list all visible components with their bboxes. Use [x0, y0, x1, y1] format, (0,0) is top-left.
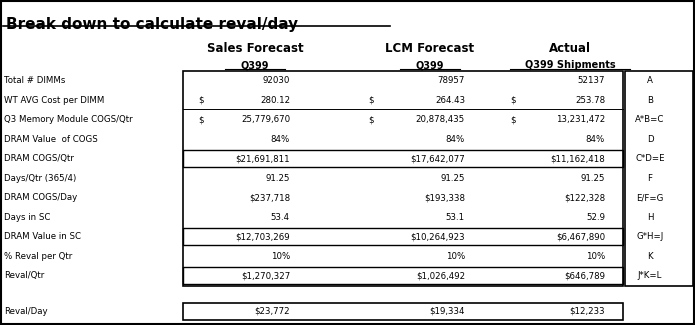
Text: $: $ — [198, 96, 204, 105]
Bar — [183, 150, 623, 167]
Text: 91.25: 91.25 — [580, 174, 605, 183]
Text: 84%: 84% — [586, 135, 605, 144]
Text: 13,231,472: 13,231,472 — [556, 115, 605, 124]
Text: 280.12: 280.12 — [260, 96, 290, 105]
Text: 253.78: 253.78 — [575, 96, 605, 105]
Text: 84%: 84% — [271, 135, 290, 144]
Text: E/F=G: E/F=G — [637, 193, 664, 202]
Text: Break down to calculate reval/day: Break down to calculate reval/day — [6, 17, 298, 32]
Text: Q399 Shipments: Q399 Shipments — [525, 60, 615, 70]
Text: $6,467,890: $6,467,890 — [556, 232, 605, 241]
Text: 84%: 84% — [445, 135, 465, 144]
Text: Sales Forecast: Sales Forecast — [206, 42, 303, 55]
Text: 53.1: 53.1 — [446, 213, 465, 222]
Text: $: $ — [510, 96, 516, 105]
Text: Q399: Q399 — [240, 60, 269, 70]
Text: 10%: 10% — [586, 252, 605, 261]
Text: D: D — [646, 135, 653, 144]
Bar — [183, 228, 623, 245]
Text: 264.43: 264.43 — [435, 96, 465, 105]
Text: $: $ — [510, 115, 516, 124]
Text: F: F — [648, 174, 653, 183]
Text: Reval/Day: Reval/Day — [4, 307, 48, 316]
Text: WT AVG Cost per DIMM: WT AVG Cost per DIMM — [4, 96, 104, 105]
Text: J*K=L: J*K=L — [638, 271, 662, 280]
Bar — [183, 303, 623, 319]
Text: Days/Qtr (365/4): Days/Qtr (365/4) — [4, 174, 76, 183]
Text: $193,338: $193,338 — [424, 193, 465, 202]
Bar — [183, 71, 623, 285]
Text: 91.25: 91.25 — [441, 174, 465, 183]
Text: $12,703,269: $12,703,269 — [236, 232, 290, 241]
Text: DRAM COGS/Day: DRAM COGS/Day — [4, 193, 77, 202]
Text: G*H=J: G*H=J — [637, 232, 664, 241]
Text: Actual: Actual — [549, 42, 591, 55]
Text: $: $ — [198, 115, 204, 124]
Text: $23,772: $23,772 — [254, 307, 290, 316]
Text: H: H — [647, 213, 653, 222]
Text: $11,162,418: $11,162,418 — [550, 154, 605, 163]
Text: $10,264,923: $10,264,923 — [410, 232, 465, 241]
Bar — [625, 71, 693, 285]
Text: $21,691,811: $21,691,811 — [236, 154, 290, 163]
Text: 10%: 10% — [445, 252, 465, 261]
Text: $1,270,327: $1,270,327 — [240, 271, 290, 280]
Text: $: $ — [368, 96, 373, 105]
Text: $12,233: $12,233 — [569, 307, 605, 316]
Text: 53.4: 53.4 — [271, 213, 290, 222]
Text: A: A — [647, 76, 653, 85]
Text: Days in SC: Days in SC — [4, 213, 50, 222]
Text: DRAM Value  of COGS: DRAM Value of COGS — [4, 135, 98, 144]
Text: 25,779,670: 25,779,670 — [241, 115, 290, 124]
Text: 10%: 10% — [271, 252, 290, 261]
Text: C*D=E: C*D=E — [635, 154, 665, 163]
Text: $646,789: $646,789 — [564, 271, 605, 280]
Text: LCM Forecast: LCM Forecast — [386, 42, 475, 55]
Text: $1,026,492: $1,026,492 — [416, 271, 465, 280]
Text: $19,334: $19,334 — [430, 307, 465, 316]
Bar — [183, 267, 623, 284]
Text: 92030: 92030 — [263, 76, 290, 85]
Text: B: B — [647, 96, 653, 105]
Text: Reval/Qtr: Reval/Qtr — [4, 271, 44, 280]
Text: $: $ — [368, 115, 373, 124]
Text: 78957: 78957 — [438, 76, 465, 85]
Text: $122,328: $122,328 — [564, 193, 605, 202]
Text: DRAM Value in SC: DRAM Value in SC — [4, 232, 81, 241]
Text: 52137: 52137 — [578, 76, 605, 85]
Text: $237,718: $237,718 — [249, 193, 290, 202]
Text: Total # DIMMs: Total # DIMMs — [4, 76, 65, 85]
Text: % Reval per Qtr: % Reval per Qtr — [4, 252, 72, 261]
Text: 91.25: 91.25 — [265, 174, 290, 183]
Text: Q399: Q399 — [416, 60, 444, 70]
Text: 20,878,435: 20,878,435 — [416, 115, 465, 124]
Text: $17,642,077: $17,642,077 — [410, 154, 465, 163]
Text: Q3 Memory Module COGS/Qtr: Q3 Memory Module COGS/Qtr — [4, 115, 133, 124]
Text: A*B=C: A*B=C — [635, 115, 664, 124]
Text: 52.9: 52.9 — [586, 213, 605, 222]
Text: K: K — [647, 252, 653, 261]
Text: DRAM COGS/Qtr: DRAM COGS/Qtr — [4, 154, 74, 163]
